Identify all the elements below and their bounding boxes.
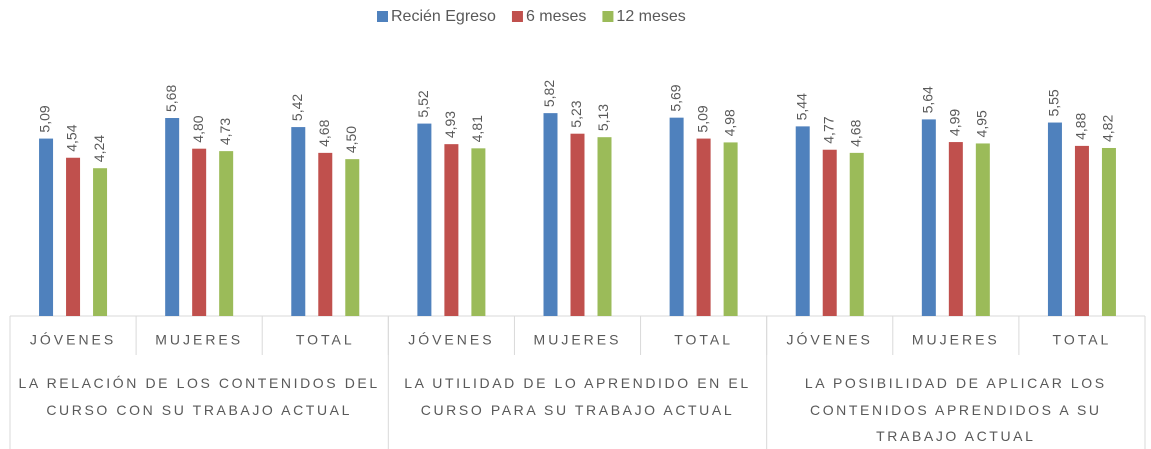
bar [669,117,684,316]
bar [219,151,234,316]
bar [597,137,612,316]
group-label: LA POSIBILIDAD DE APLICAR LOS CONTENIDOS… [804,375,1107,444]
value-label: 5,64 [920,86,936,113]
bar [471,148,486,316]
bar [696,138,711,316]
group-label: LA RELACIÓN DE LOS CONTENIDOS DEL CURSO … [18,375,380,418]
bar [795,126,810,317]
bar [165,118,180,316]
bar [291,127,306,317]
bar [345,159,360,316]
legend-label: 12 meses [616,8,685,25]
value-label: 4,24 [91,135,107,162]
value-label: 4,80 [190,115,206,142]
value-label: 4,68 [316,119,332,146]
value-label: 4,54 [64,124,80,151]
bar [93,168,108,316]
value-label: 4,50 [343,126,359,153]
legend-swatch [377,11,388,22]
group-label: LA UTILIDAD DE LO APRENDIDO EN EL CURSO … [404,375,751,418]
bar [444,144,459,316]
value-label: 4,68 [847,119,863,146]
value-label: 4,77 [820,116,836,143]
bar [723,142,738,316]
x-tick-label: JÓVENES [408,332,494,348]
value-label: 5,42 [289,94,305,121]
value-label: 5,55 [1046,89,1062,116]
legend-label: Recién Egreso [391,8,496,25]
bar [975,143,990,316]
bar [570,133,585,316]
x-tick-label: TOTAL [1053,332,1112,348]
legend-swatch [602,11,614,22]
bar [1074,145,1089,316]
bar [921,119,936,316]
legend-label: 6 meses [526,8,586,25]
value-label: 4,73 [217,118,233,145]
bar [66,157,81,316]
x-tick-label: MUJERES [534,332,622,348]
bar [849,152,864,316]
value-label: 4,88 [1073,112,1089,139]
value-label: 5,13 [595,104,611,131]
value-label: 4,99 [947,109,963,136]
legend-swatch [511,11,523,22]
x-tick-label: TOTAL [674,332,733,348]
value-label: 5,52 [415,90,431,117]
x-tick-label: JÓVENES [30,332,116,348]
value-label: 5,69 [667,84,683,111]
value-label: 5,82 [541,80,557,107]
value-label: 5,09 [37,105,53,132]
bar [822,149,837,316]
value-label: 4,82 [1100,115,1116,142]
x-tick-label: MUJERES [912,332,1000,348]
bar [318,152,333,316]
value-label: 4,95 [974,110,990,137]
bar [417,123,432,317]
bar [1101,147,1116,316]
bar [543,113,558,316]
x-tick-label: TOTAL [296,332,355,348]
x-tick-label: JÓVENES [787,332,873,348]
value-label: 5,23 [568,100,584,127]
value-label: 5,09 [694,105,710,132]
value-label: 4,98 [721,109,737,136]
value-label: 4,93 [442,111,458,138]
value-label: 4,81 [469,115,485,142]
value-label: 5,68 [163,85,179,112]
bar [1047,122,1062,317]
bar [948,142,963,316]
bar [192,148,207,316]
value-label: 5,44 [793,93,809,120]
x-tick-label: MUJERES [155,332,243,348]
bar [39,138,54,316]
